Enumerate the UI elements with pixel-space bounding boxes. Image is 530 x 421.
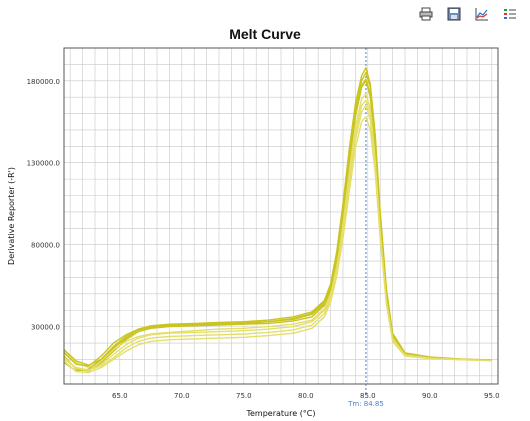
x-tick-label: 95.0 [484, 392, 500, 400]
line-chart-icon [475, 8, 488, 21]
plot-frame [63, 47, 499, 385]
series-line [64, 104, 492, 371]
x-tick-label: 75.0 [236, 392, 252, 400]
print-button[interactable] [418, 6, 434, 22]
print-icon [419, 7, 433, 21]
series-line [64, 80, 492, 372]
tick-labels: 65.0 70.0 75.0 80.0 85.0 90.0 95.0 30000.0 80000… [27, 78, 500, 400]
x-tick-label: 90.0 [422, 392, 438, 400]
series-lines [64, 66, 492, 374]
legend-icon [504, 9, 516, 19]
y-tick-label: 180000.0 [27, 78, 60, 86]
x-axis-title: Temperature (°C) [245, 409, 315, 418]
save-icon [447, 7, 461, 21]
grid [64, 48, 498, 384]
y-tick-label: 30000.0 [31, 324, 60, 332]
x-tick-label: 65.0 [112, 392, 128, 400]
x-tick-label: 85.0 [360, 392, 376, 400]
y-tick-label: 80000.0 [31, 242, 60, 250]
x-tick-label: 80.0 [298, 392, 314, 400]
chart-title: Melt Curve [229, 26, 301, 42]
save-button[interactable] [446, 6, 462, 22]
x-tick-label: 70.0 [174, 392, 190, 400]
legend-button[interactable] [502, 6, 518, 22]
y-axis-title: Derivative Reporter (-R') [7, 167, 16, 265]
series-line [64, 99, 492, 372]
chart-toolbar [418, 6, 518, 22]
y-tick-label: 130000.0 [27, 160, 60, 168]
tm-label: Tm: 84.85 [347, 400, 384, 408]
plot-settings-button[interactable] [474, 6, 490, 22]
